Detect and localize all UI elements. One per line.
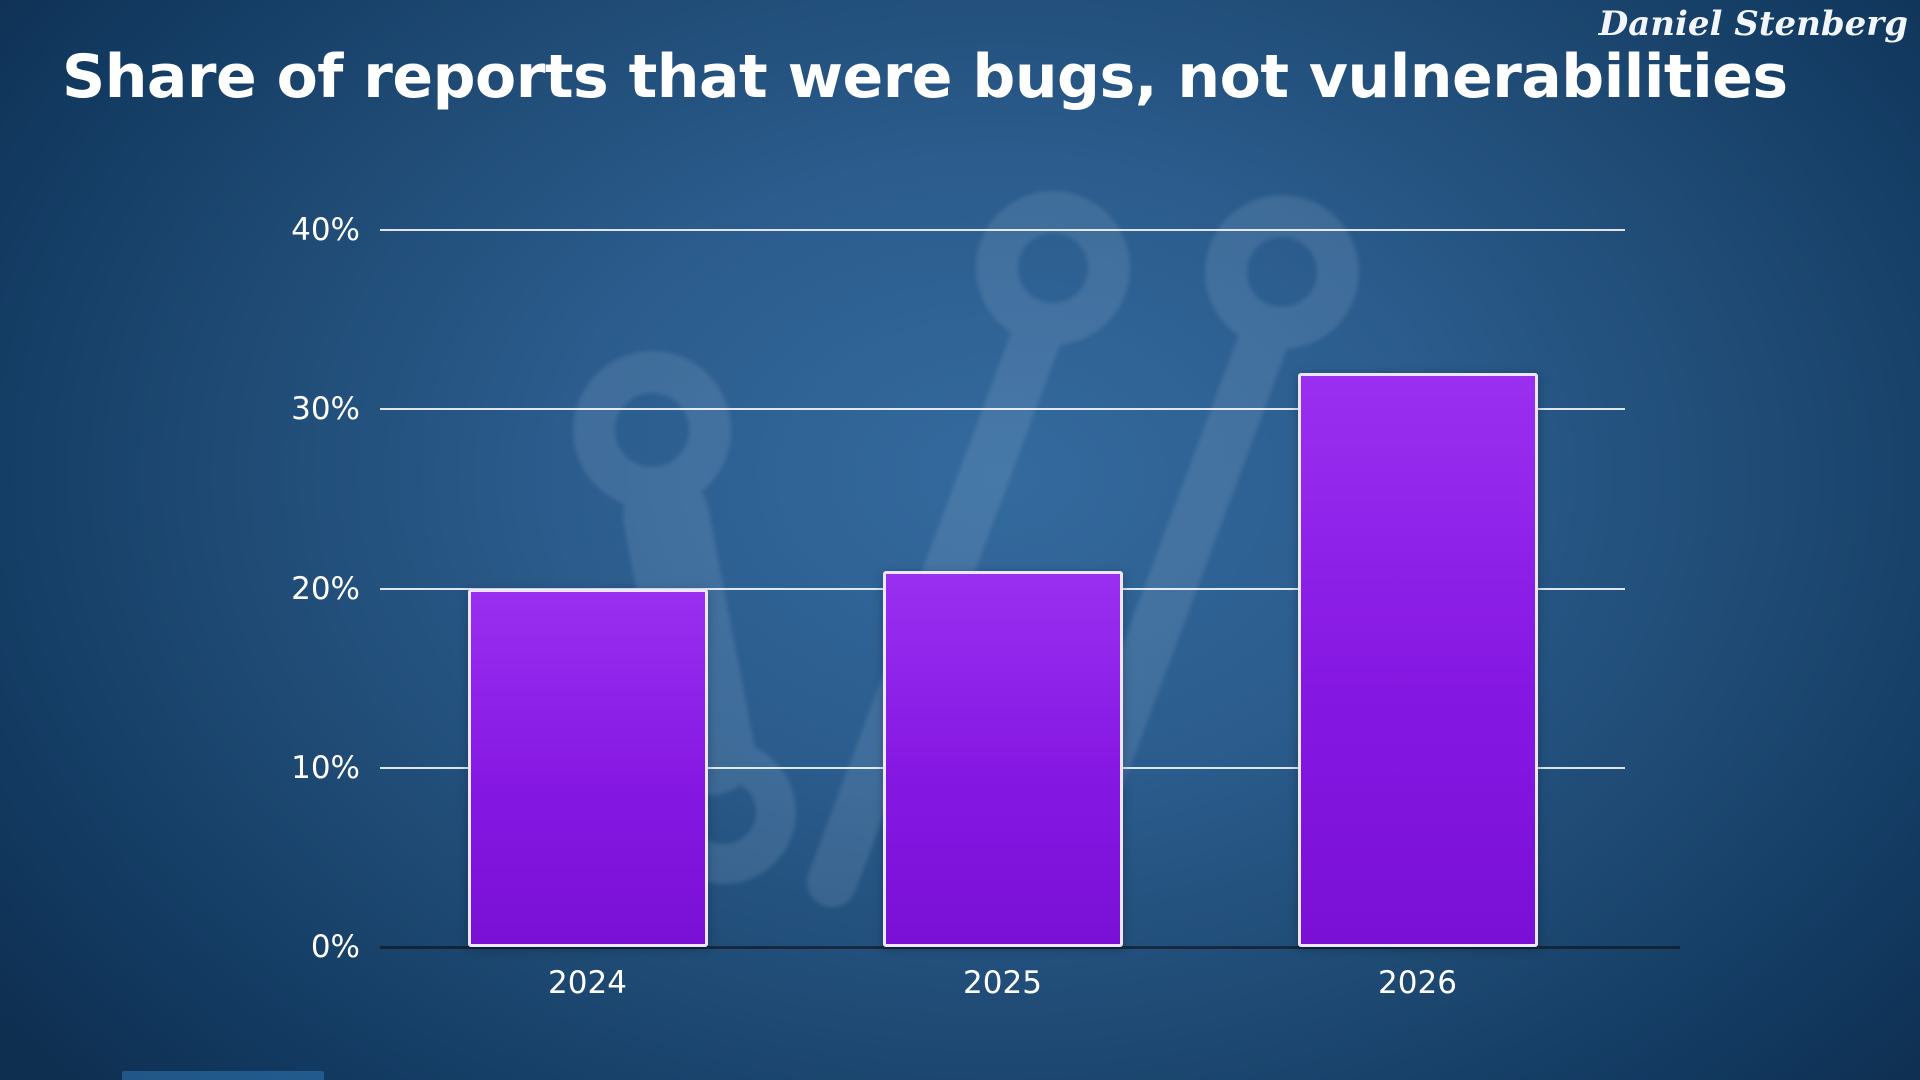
y-tick-label: 0% <box>310 929 360 965</box>
bottom-edge-accent <box>122 1071 324 1080</box>
bar-2025 <box>882 570 1123 947</box>
slide-title: Share of reports that were bugs, not vul… <box>62 42 1788 112</box>
x-tick-label: 2025 <box>963 965 1042 1001</box>
y-tick-label: 10% <box>291 749 360 786</box>
gridline <box>380 408 1625 411</box>
author-name: Daniel Stenberg <box>1598 4 1908 44</box>
y-tick-label: 20% <box>291 570 360 607</box>
y-tick-label: 30% <box>291 391 360 428</box>
y-tick-label: 40% <box>291 212 360 248</box>
bar-2024 <box>467 588 708 947</box>
bar-2026 <box>1297 373 1538 947</box>
x-axis-line <box>380 946 1680 949</box>
x-tick-label: 2026 <box>1378 965 1457 1001</box>
x-tick-label: 2024 <box>548 965 627 1001</box>
gridline <box>380 229 1625 231</box>
